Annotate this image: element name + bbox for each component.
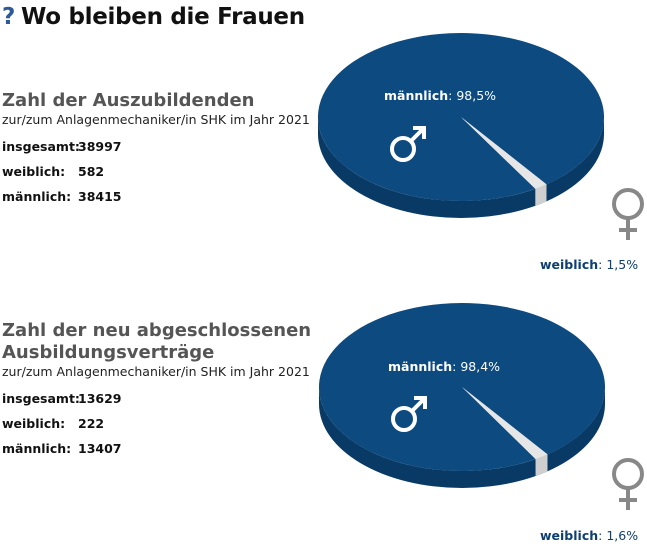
chart-2-stats: insgesamt:13629 weiblich: 222 männlich: 13… (2, 391, 322, 466)
stat-label: weiblich: (2, 416, 66, 431)
stat-label: insgesamt: (2, 391, 80, 406)
female-symbol-cross-icon (619, 218, 637, 240)
stat-row: männlich: 13407 (2, 441, 322, 466)
page-title: ? Wo bleiben die Frauen (2, 4, 305, 30)
pie-1-female-side (535, 184, 547, 206)
stat-row: insgesamt:13629 (2, 391, 322, 416)
chart-2-info: Zahl der neu abgeschlossenen Ausbildungs… (2, 320, 322, 466)
chart-1-stats: insgesamt:38997 weiblich: 582 männlich: 38… (2, 139, 312, 214)
stat-value: 38415 (78, 189, 122, 204)
pie-1-slice-female (461, 117, 547, 189)
title-text: Wo bleiben die Frauen (21, 4, 305, 30)
stat-value: 13407 (78, 441, 122, 456)
stat-label: insgesamt: (2, 139, 80, 154)
stat-row: weiblich: 222 (2, 416, 322, 441)
chart-2-male-label: männlich: 98,4% (388, 359, 501, 374)
pie-2-female-side (535, 454, 548, 477)
pie-1-side (318, 117, 604, 218)
stat-row: insgesamt:38997 (2, 139, 312, 164)
chart-1-info: Zahl der Auszubildenden zur/zum Anlagenm… (2, 90, 312, 214)
stat-value: 38997 (78, 139, 122, 154)
pie-2-slice-female (462, 387, 548, 460)
stat-value: 582 (78, 164, 105, 179)
male-symbol-arrow-icon (409, 126, 426, 143)
pie-1-slice-male (317, 33, 604, 202)
female-symbol-icon (612, 458, 644, 490)
chart-1-subtitle: zur/zum Anlagenmechaniker/in SHK im Jahr… (2, 112, 310, 127)
male-symbol-icon (390, 136, 416, 162)
chart-2-title: Zahl der neu abgeschlossenen Ausbildungs… (2, 320, 312, 363)
chart-1-female-label: weiblich: 1,5% (540, 257, 639, 272)
female-symbol-cross-icon (619, 488, 637, 510)
female-symbol-icon (612, 188, 644, 220)
stat-value: 13629 (78, 391, 122, 406)
chart-1-title: Zahl der Auszubildenden (2, 90, 255, 111)
stat-row: männlich: 38415 (2, 189, 312, 214)
stat-label: männlich: (2, 189, 72, 204)
chart-1-male-label: männlich: 98,5% (384, 88, 497, 103)
chart-2-female-label: weiblich: 1,6% (540, 528, 639, 543)
stat-value: 222 (78, 416, 105, 431)
stat-label: männlich: (2, 441, 72, 456)
male-symbol-icon (391, 406, 417, 432)
stat-label: weiblich: (2, 164, 66, 179)
pie-2-side (319, 387, 605, 488)
chart-2-subtitle: zur/zum Anlagenmechaniker/in SHK im Jahr… (2, 364, 310, 379)
male-symbol-arrow-icon (410, 396, 427, 413)
question-mark-icon: ? (2, 4, 16, 30)
stat-row: weiblich: 582 (2, 164, 312, 189)
